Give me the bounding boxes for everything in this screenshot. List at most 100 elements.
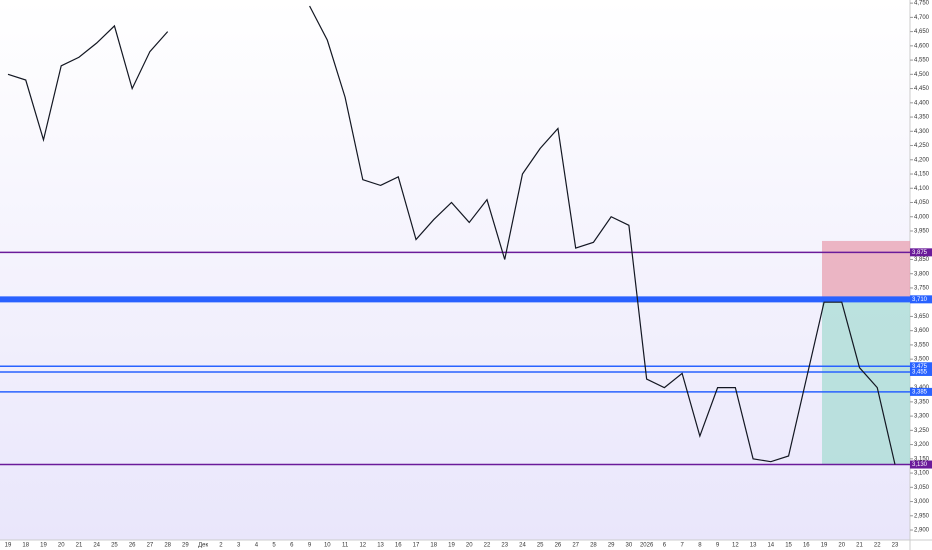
y-tick-label: 3,950 [914, 229, 930, 235]
x-tick-label: 19 [821, 543, 828, 549]
x-tick-label: 12 [732, 543, 739, 549]
x-tick-label: 24 [93, 543, 100, 549]
x-tick-label: 30 [626, 543, 633, 549]
y-tick-label: 3,850 [914, 257, 930, 263]
x-tick-label: 6 [290, 543, 294, 549]
x-tick-label: 22 [484, 543, 491, 549]
y-tick-label: 2,950 [914, 513, 930, 519]
y-tick-label: 3,550 [914, 342, 930, 348]
x-tick-label: 23 [892, 543, 899, 549]
x-tick-label: 2026 [640, 543, 654, 549]
y-tick-label: 3,200 [914, 442, 930, 448]
y-tick-label: 3,000 [914, 499, 930, 505]
x-tick-label: 28 [164, 543, 171, 549]
x-tick-label: 13 [377, 543, 384, 549]
y-tick-label: 4,200 [914, 157, 930, 163]
level-label: 3,455 [912, 370, 928, 376]
y-tick-label: 3,600 [914, 328, 930, 334]
level-tag [910, 362, 932, 371]
y-tick-label: 4,400 [914, 100, 930, 106]
y-tick-label: 3,350 [914, 399, 930, 405]
x-tick-label: 21 [856, 543, 863, 549]
y-tick-label: 3,500 [914, 357, 930, 363]
level-label: 3,475 [912, 364, 928, 370]
y-tick-label: 4,700 [914, 15, 930, 21]
y-tick-label: 4,100 [914, 186, 930, 192]
x-tick-label: 27 [572, 543, 579, 549]
x-tick-label: 26 [555, 543, 562, 549]
x-tick-label: 29 [182, 543, 189, 549]
x-tick-label: 15 [785, 543, 792, 549]
x-tick-label: 11 [342, 543, 349, 549]
x-tick-label: 18 [22, 543, 29, 549]
y-tick-label: 3,750 [914, 286, 930, 292]
stop-zone [822, 240, 910, 300]
x-tick-label: 19 [5, 543, 12, 549]
x-tick-label: 24 [519, 543, 526, 549]
plot-background [0, 0, 910, 540]
y-tick-label: 4,650 [914, 29, 930, 35]
x-tick-label: 27 [147, 543, 154, 549]
x-tick-label: 16 [803, 543, 810, 549]
y-tick-label: 4,150 [914, 172, 930, 178]
x-tick-label: 14 [767, 543, 774, 549]
x-tick-label: 17 [413, 543, 420, 549]
x-tick-label: 25 [111, 543, 118, 549]
x-tick-label: 19 [448, 543, 455, 549]
x-tick-label: 13 [750, 543, 757, 549]
level-tag [910, 367, 932, 376]
x-tick-label: 16 [395, 543, 402, 549]
x-tick-label: 19 [40, 543, 47, 549]
x-tick-label: 20 [58, 543, 65, 549]
y-tick-label: 3,650 [914, 314, 930, 320]
price-line [7, 5, 896, 465]
x-tick-label: 21 [76, 543, 83, 549]
x-tick-label: Дек [198, 543, 208, 549]
level-label: 3,385 [912, 389, 928, 395]
x-tick-label: 8 [698, 543, 702, 549]
y-tick-label: 3,250 [914, 428, 930, 434]
y-tick-label: 4,750 [914, 1, 930, 7]
x-tick-label: 10 [324, 543, 331, 549]
level-label: 3,710 [912, 297, 928, 303]
level-tag [910, 460, 932, 469]
x-tick-label: 23 [501, 543, 508, 549]
level-label: 3,875 [912, 250, 928, 256]
y-tick-label: 4,000 [914, 214, 930, 220]
x-tick-label: 7 [680, 543, 684, 549]
x-tick-label: 12 [359, 543, 366, 549]
x-tick-label: 22 [874, 543, 881, 549]
x-tick-label: 28 [590, 543, 597, 549]
y-tick-label: 3,100 [914, 471, 930, 477]
x-tick-label: 4 [255, 543, 259, 549]
y-tick-label: 4,050 [914, 200, 930, 206]
y-tick-label: 4,550 [914, 58, 930, 64]
x-tick-label: 20 [466, 543, 473, 549]
y-tick-label: 4,250 [914, 143, 930, 149]
level-tag [910, 295, 932, 304]
y-tick-label: 3,050 [914, 485, 930, 491]
x-tick-label: 29 [608, 543, 615, 549]
x-tick-label: 25 [537, 543, 544, 549]
x-tick-label: 20 [838, 543, 845, 549]
x-tick-label: 18 [430, 543, 437, 549]
y-tick-label: 4,350 [914, 115, 930, 121]
x-tick-label: 6 [663, 543, 667, 549]
target-zone [822, 299, 910, 465]
level-tag [910, 387, 932, 396]
x-tick-label: 9 [716, 543, 720, 549]
x-tick-label: 3 [237, 543, 241, 549]
x-tick-label: 2 [219, 543, 223, 549]
level-tag [910, 248, 932, 257]
x-tick-label: 9 [308, 543, 312, 549]
y-tick-label: 3,300 [914, 414, 930, 420]
x-tick-label: 26 [129, 543, 136, 549]
y-tick-label: 4,600 [914, 43, 930, 49]
y-tick-label: 4,500 [914, 72, 930, 78]
x-tick-label: 5 [272, 543, 276, 549]
level-label: 3,130 [912, 462, 928, 468]
y-tick-label: 4,300 [914, 129, 930, 135]
y-tick-label: 4,450 [914, 86, 930, 92]
y-tick-label: 3,150 [914, 456, 930, 462]
